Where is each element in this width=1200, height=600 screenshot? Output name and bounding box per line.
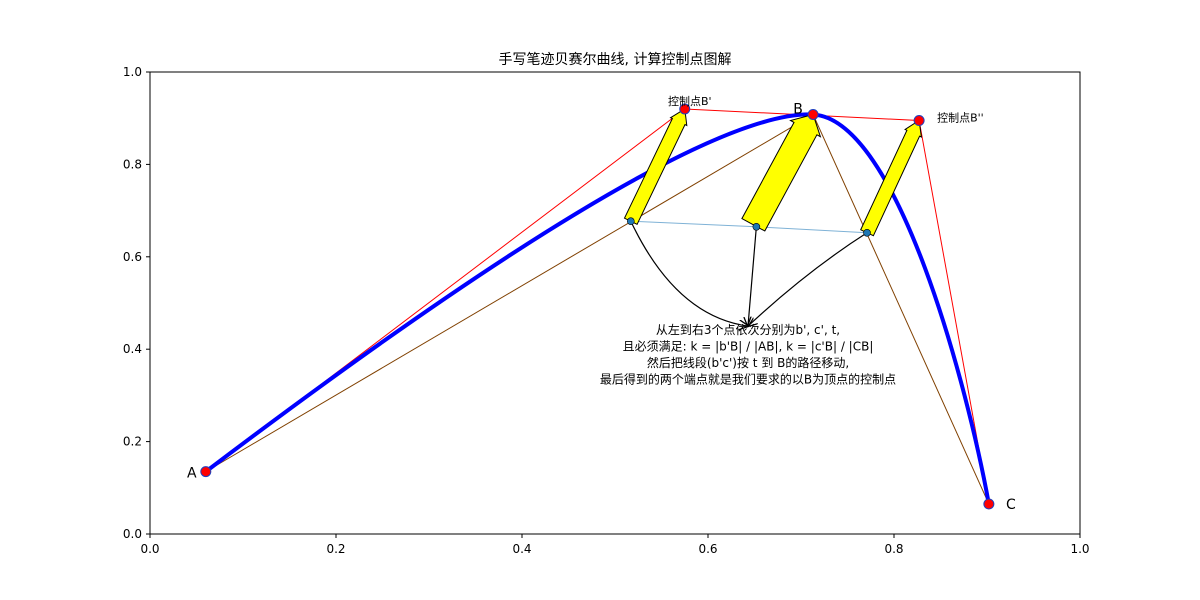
point-label-a: A xyxy=(187,466,197,482)
y-tick-label: 0.8 xyxy=(123,157,142,171)
pointer-arrow-right xyxy=(748,232,868,326)
chord-bc xyxy=(812,114,990,505)
y-tick-label: 0.6 xyxy=(123,250,142,264)
fancy-arrow-b2 xyxy=(860,119,923,237)
chart-title: 手写笔迹贝赛尔曲线, 计算控制点图解 xyxy=(499,52,732,68)
chord-ab xyxy=(205,114,814,473)
y-tick-label: 0.0 xyxy=(123,527,142,541)
chords xyxy=(205,114,990,505)
control-label-b1: 控制点B' xyxy=(668,94,712,108)
annotation-line: 最后得到的两个端点就是我们要求的以B为顶点的控制点 xyxy=(600,372,896,387)
x-tick-label: 1.0 xyxy=(1070,542,1089,556)
x-tick-label: 0.8 xyxy=(884,542,903,556)
markers xyxy=(200,103,995,510)
annotation-text: 从左到右3个点依次分别为b', c', t, 且必须满足: k = |b'B| /… xyxy=(600,322,896,387)
fancy-arrows xyxy=(623,108,923,237)
annotation-line: 然后把线段(b'c')按 t 到 B的路径移动, xyxy=(647,355,849,370)
x-tick-label: 0.6 xyxy=(698,542,717,556)
midpoint-marker-b1 xyxy=(627,217,635,226)
point-label-b: B xyxy=(793,102,803,118)
point-marker-c xyxy=(983,498,995,510)
pointer-arrow-left xyxy=(630,220,748,326)
fancy-arrow-b xyxy=(741,113,822,232)
axes-frame xyxy=(149,71,1081,535)
x-tick-label: 0.2 xyxy=(326,542,345,556)
bezier-curve xyxy=(203,112,991,506)
point-marker-b2 xyxy=(913,115,925,127)
annotation-line: 且必须满足: k = |b'B| / |AB|, k = |c'B| / |CB… xyxy=(623,340,874,354)
x-tick-label: 0.4 xyxy=(512,542,531,556)
x-axis: 0.0 0.2 0.4 0.6 0.8 1.0 xyxy=(140,534,1090,556)
midpoint-marker-t xyxy=(863,228,871,237)
fancy-arrow-b1 xyxy=(623,108,688,225)
annotation-line: 从左到右3个点依次分别为b', c', t, xyxy=(656,322,840,337)
plot-area: 0.0 0.2 0.4 0.6 0.8 1.0 0.0 0.2 0.4 0.6 0.8 1.0 A B… xyxy=(123,65,1090,556)
point-marker-b1 xyxy=(679,103,691,115)
y-tick-label: 1.0 xyxy=(123,65,142,79)
y-axis: 0.0 0.2 0.4 0.6 0.8 1.0 xyxy=(123,65,150,541)
y-tick-label: 0.2 xyxy=(123,435,142,449)
pointer-arrow-middle xyxy=(748,226,757,326)
point-marker-a xyxy=(200,466,212,478)
curve-layer xyxy=(203,112,991,506)
pointer-arrows xyxy=(630,220,868,326)
midpoint-marker-c1 xyxy=(752,222,761,231)
control-label-b2: 控制点B'' xyxy=(937,111,984,125)
point-label-c: C xyxy=(1006,497,1016,513)
labels: A B C 控制点B' 控制点B'' xyxy=(187,94,1016,513)
x-tick-label: 0.0 xyxy=(140,542,159,556)
y-tick-label: 0.4 xyxy=(123,342,142,356)
point-marker-b xyxy=(807,109,819,121)
